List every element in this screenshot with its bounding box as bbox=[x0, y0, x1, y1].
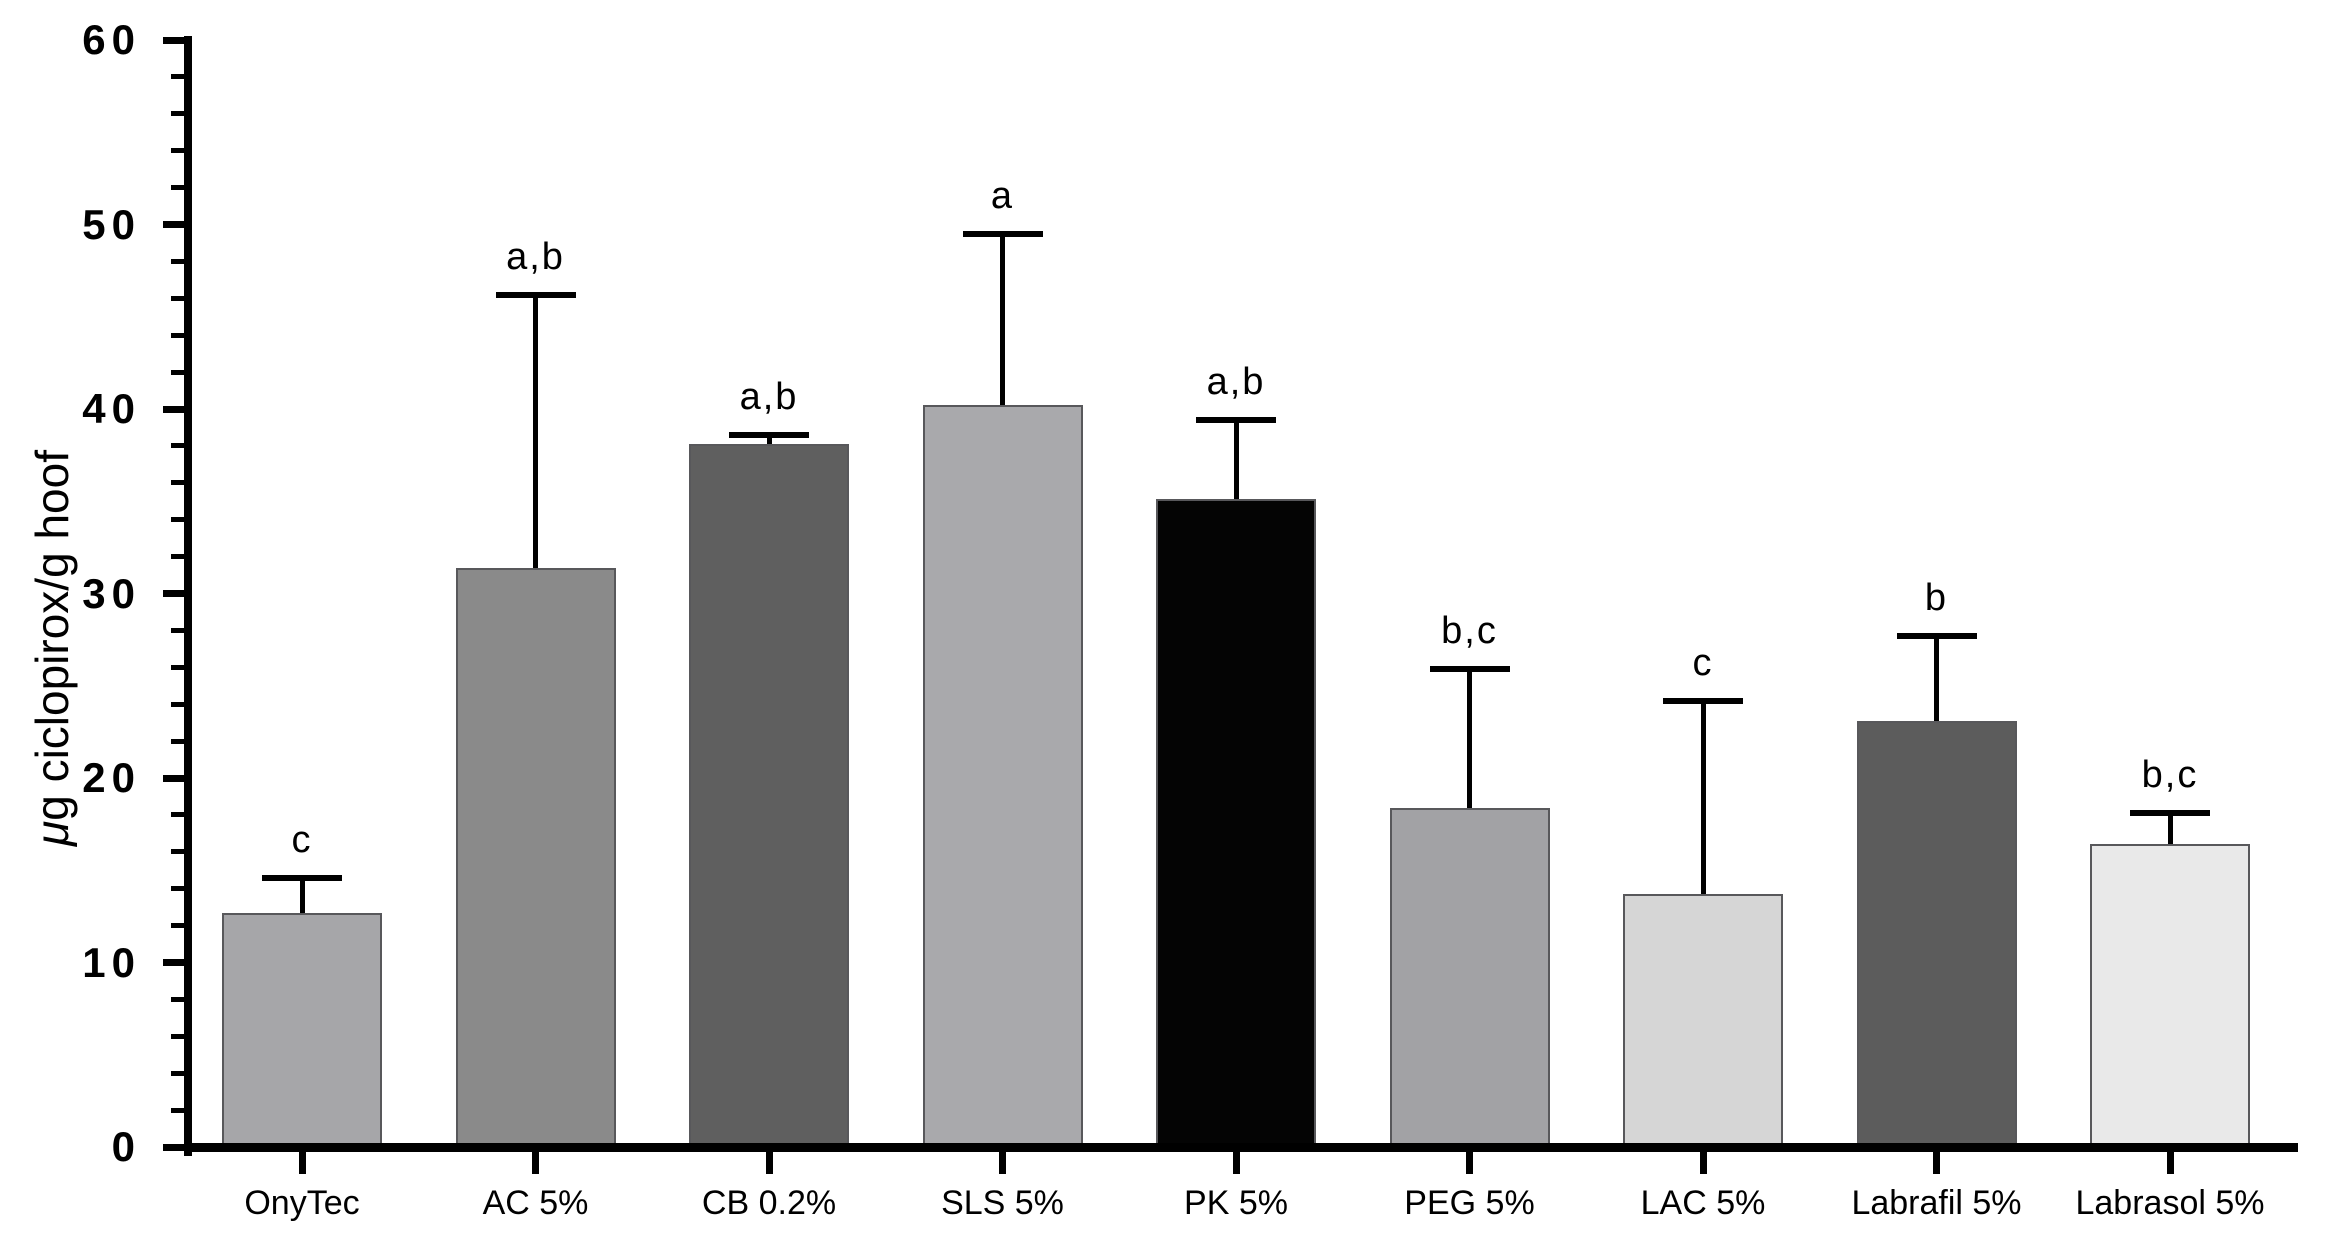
error-bar-cap bbox=[495, 291, 576, 298]
error-bar-cap bbox=[262, 874, 342, 881]
error-bar-line bbox=[2167, 813, 2173, 845]
significance-label: b,c bbox=[1441, 610, 1498, 653]
y-minor-tick bbox=[171, 886, 184, 892]
y-major-tick bbox=[163, 1143, 184, 1151]
error-bar-line bbox=[299, 877, 305, 913]
y-minor-tick bbox=[171, 369, 184, 375]
x-category-label: Labrasol 5% bbox=[2075, 1184, 2265, 1222]
x-tick bbox=[1466, 1152, 1473, 1174]
significance-label: a,b bbox=[739, 375, 799, 418]
significance-label: b,c bbox=[2141, 754, 2199, 797]
x-tick bbox=[298, 1152, 306, 1174]
x-category-label: PK 5% bbox=[1184, 1184, 1288, 1222]
y-minor-tick bbox=[171, 480, 184, 486]
y-minor-tick bbox=[171, 1070, 184, 1076]
y-minor-tick bbox=[171, 627, 184, 633]
y-tick-label: 20 bbox=[82, 754, 141, 801]
x-tick bbox=[999, 1152, 1006, 1174]
error-bar-cap bbox=[1896, 632, 1977, 639]
y-minor-tick bbox=[171, 664, 184, 670]
y-minor-tick bbox=[171, 148, 184, 154]
y-minor-tick bbox=[171, 849, 184, 855]
x-tick bbox=[1232, 1152, 1240, 1174]
bar-labrasol-5 bbox=[2090, 844, 2250, 1151]
y-minor-tick bbox=[171, 1107, 184, 1113]
significance-label: c bbox=[291, 818, 313, 861]
bar-onytec bbox=[222, 912, 382, 1151]
y-minor-tick bbox=[171, 517, 184, 523]
y-tick-label: 50 bbox=[82, 200, 141, 248]
error-bar-line bbox=[1700, 700, 1706, 895]
y-minor-tick bbox=[171, 554, 184, 560]
error-bar-cap bbox=[1663, 697, 1743, 704]
y-minor-tick bbox=[171, 1033, 184, 1039]
bar-sls-5 bbox=[922, 405, 1083, 1151]
error-bar-cap bbox=[729, 431, 809, 438]
significance-label: c bbox=[1692, 641, 1714, 684]
error-bar-cap bbox=[1196, 417, 1276, 424]
bar-ac-5 bbox=[455, 567, 616, 1151]
y-minor-tick bbox=[171, 111, 184, 117]
y-minor-tick bbox=[171, 996, 184, 1002]
y-tick-label: 30 bbox=[82, 569, 141, 617]
y-major-tick bbox=[163, 36, 184, 44]
bar-peg-5 bbox=[1389, 807, 1550, 1151]
error-bar-cap bbox=[1429, 666, 1510, 673]
y-tick-label: 40 bbox=[82, 385, 141, 432]
x-category-label: Labrafil 5% bbox=[1851, 1184, 2022, 1222]
error-bar-line bbox=[1233, 420, 1239, 500]
y-major-tick bbox=[163, 774, 184, 782]
y-minor-tick bbox=[171, 74, 184, 80]
x-tick bbox=[532, 1152, 539, 1174]
y-minor-tick bbox=[171, 443, 184, 449]
x-category-label: PEG 5% bbox=[1404, 1184, 1535, 1222]
y-minor-tick bbox=[171, 185, 184, 191]
x-axis-line bbox=[184, 1143, 2298, 1152]
bar-lac-5 bbox=[1623, 894, 1783, 1151]
x-tick bbox=[1933, 1152, 1940, 1174]
error-bar-line bbox=[533, 294, 538, 568]
y-minor-tick bbox=[171, 701, 184, 707]
x-category-label: LAC 5% bbox=[1640, 1184, 1766, 1222]
y-minor-tick bbox=[171, 332, 184, 338]
y-axis-line bbox=[184, 36, 192, 1156]
significance-label: b bbox=[1924, 576, 1949, 619]
bar-labrafil-5 bbox=[1856, 720, 2017, 1151]
error-bar-line bbox=[1934, 635, 1939, 721]
x-category-label: OnyTec bbox=[244, 1184, 360, 1222]
significance-label: a bbox=[990, 174, 1015, 217]
error-bar-line bbox=[1000, 233, 1005, 406]
x-category-label: CB 0.2% bbox=[701, 1184, 837, 1222]
x-tick bbox=[2166, 1152, 2174, 1174]
y-major-tick bbox=[163, 405, 184, 413]
y-tick-label: 0 bbox=[111, 1123, 141, 1170]
y-minor-tick bbox=[171, 258, 184, 264]
y-minor-tick bbox=[171, 923, 184, 929]
y-major-tick bbox=[163, 221, 184, 228]
y-minor-tick bbox=[171, 295, 184, 301]
bar-pk-5 bbox=[1156, 499, 1316, 1151]
significance-label: a,b bbox=[1206, 361, 1266, 404]
error-bar-cap bbox=[2130, 810, 2210, 817]
y-tick-label: 60 bbox=[82, 16, 141, 63]
bar-cb-0-2 bbox=[689, 444, 849, 1151]
y-minor-tick bbox=[171, 812, 184, 818]
x-category-label: SLS 5% bbox=[941, 1184, 1064, 1222]
y-major-tick bbox=[163, 959, 184, 966]
error-bar-cap bbox=[962, 230, 1043, 237]
error-bar-line bbox=[1467, 669, 1472, 808]
y-major-tick bbox=[163, 590, 184, 597]
x-tick bbox=[765, 1152, 773, 1174]
significance-label: a,b bbox=[506, 235, 565, 278]
x-category-label: AC 5% bbox=[482, 1184, 589, 1222]
y-minor-tick bbox=[171, 738, 184, 744]
x-tick bbox=[1699, 1152, 1707, 1174]
y-tick-label: 10 bbox=[82, 938, 141, 986]
error-bar-line bbox=[766, 434, 772, 445]
